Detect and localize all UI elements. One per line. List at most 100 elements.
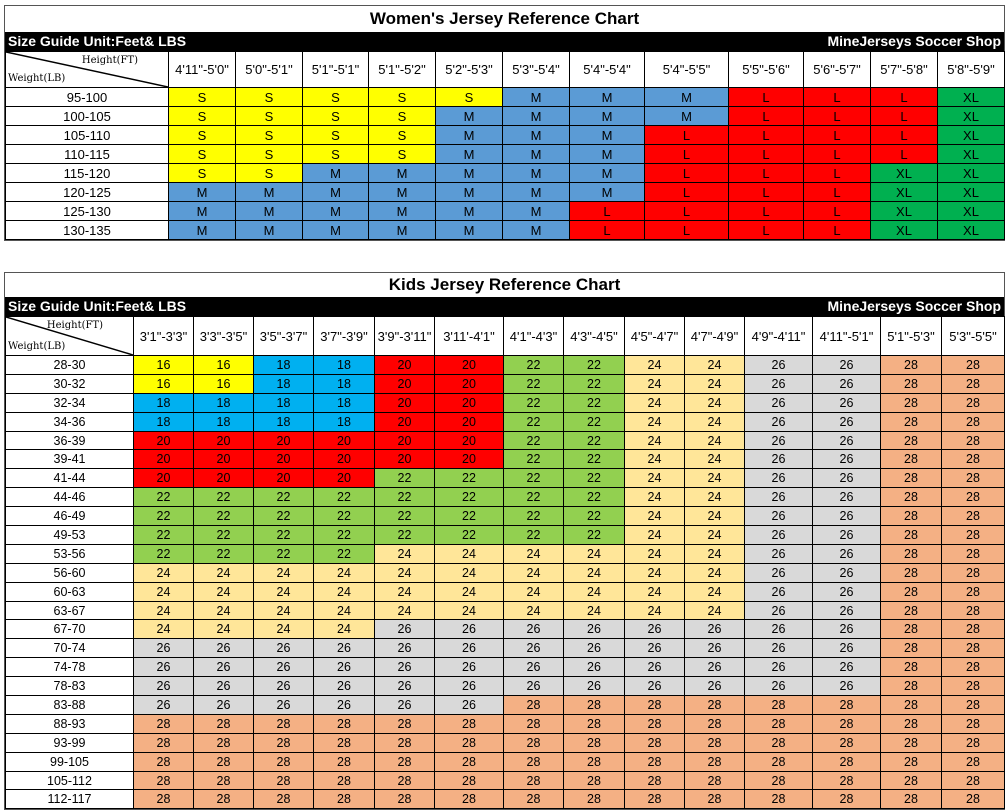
size-cell: L [803, 182, 871, 202]
size-cell: 26 [744, 355, 813, 375]
size-cell: 28 [941, 487, 1005, 508]
size-cell: M [302, 163, 369, 183]
size-cell: 24 [503, 581, 564, 602]
size-cell: 22 [133, 487, 194, 508]
size-cell: L [644, 144, 729, 164]
size-cell: 22 [503, 487, 564, 508]
table-row: 88-93 28 28 28 28 28 28 28 28 28 28 28 28 28 28 [5, 713, 1005, 734]
size-cell: 24 [563, 600, 625, 621]
table-row: 36-39 20 20 20 20 20 20 22 22 24 24 26 26 28 28 [5, 430, 1005, 451]
size-cell: 22 [563, 430, 625, 451]
table-row: 115-120 S S M M M M M L L L XL XL [5, 163, 1005, 183]
table-row: 130-135 M M M M M M L L L L XL XL [5, 220, 1005, 240]
size-cell: 26 [812, 468, 881, 489]
table-row: 28-30 16 16 18 18 20 20 22 22 24 24 26 26 28 28 [5, 355, 1005, 375]
size-cell: 28 [880, 581, 942, 602]
size-cell: M [502, 144, 570, 164]
weight-cell: 70-74 [5, 638, 134, 659]
size-cell: XL [937, 125, 1005, 145]
size-cell: 26 [133, 638, 194, 659]
size-cell: 28 [624, 732, 685, 753]
table-row: 46-49 22 22 22 22 22 22 22 22 24 24 26 26 28 28 [5, 506, 1005, 527]
weight-cell: 78-83 [5, 676, 134, 697]
size-cell: 24 [684, 411, 745, 432]
size-cell: 22 [253, 487, 314, 508]
size-cell: L [728, 182, 804, 202]
size-cell: 20 [374, 430, 435, 451]
size-cell: 26 [434, 619, 504, 640]
size-cell: 22 [503, 411, 564, 432]
size-cell: M [569, 125, 645, 145]
size-cell: S [235, 144, 303, 164]
height-column-header: 4'1"-4'3" [503, 316, 564, 356]
size-cell: 24 [563, 562, 625, 583]
size-cell: 28 [313, 770, 375, 791]
table-row: 78-83 26 26 26 26 26 26 26 26 26 26 26 26 28 28 [5, 676, 1005, 697]
size-cell: 18 [133, 411, 194, 432]
size-cell: M [302, 182, 369, 202]
size-cell: 28 [880, 468, 942, 489]
size-cell: 24 [563, 581, 625, 602]
size-cell: 28 [941, 751, 1005, 772]
table-row: 41-44 20 20 20 20 22 22 22 22 24 24 26 26 28 28 [5, 468, 1005, 489]
size-cell: M [368, 163, 436, 183]
size-cell: 28 [563, 713, 625, 734]
size-cell: 28 [941, 506, 1005, 527]
size-cell: 28 [941, 581, 1005, 602]
size-cell: 24 [434, 562, 504, 583]
size-cell: 24 [374, 581, 435, 602]
size-cell: 22 [434, 487, 504, 508]
size-cell: 28 [624, 789, 685, 810]
size-cell: 24 [624, 581, 685, 602]
size-cell: 26 [133, 676, 194, 697]
size-cell: 26 [374, 695, 435, 715]
size-cell: 26 [624, 638, 685, 659]
size-cell: 26 [624, 676, 685, 697]
size-cell: 28 [941, 657, 1005, 678]
size-cell: M [569, 87, 645, 107]
size-cell: 24 [253, 600, 314, 621]
size-cell: 22 [503, 525, 564, 545]
size-cell: 22 [374, 525, 435, 545]
size-cell: 22 [313, 525, 375, 545]
size-cell: 20 [374, 449, 435, 470]
size-cell: 22 [313, 506, 375, 527]
size-cell: S [368, 125, 436, 145]
weight-cell: 112-117 [5, 789, 134, 810]
weight-cell: 34-36 [5, 411, 134, 432]
size-cell: 20 [374, 373, 435, 394]
chart-title: Kids Jersey Reference Chart [5, 273, 1004, 297]
height-column-header: 5'0"-5'1" [235, 51, 303, 88]
height-column-header: 4'3"-4'5" [563, 316, 625, 356]
size-cell: 22 [563, 525, 625, 545]
size-cell: 28 [744, 770, 813, 791]
kids-size-chart: Kids Jersey Reference Chart Size Guide U… [4, 272, 1005, 810]
height-column-header: 5'4"-5'4" [569, 51, 645, 88]
size-cell: 22 [503, 355, 564, 375]
size-cell: S [235, 163, 303, 183]
size-cell: 28 [941, 676, 1005, 697]
size-cell: 28 [133, 732, 194, 753]
size-cell: 20 [253, 468, 314, 489]
womens-size-chart: Women's Jersey Reference Chart Size Guid… [4, 5, 1005, 241]
weight-cell: 83-88 [5, 695, 134, 715]
size-cell: L [803, 163, 871, 183]
size-cell: 24 [684, 506, 745, 527]
size-cell: L [870, 106, 938, 126]
size-cell: S [302, 87, 369, 107]
size-cell: M [502, 182, 570, 202]
size-cell: 26 [744, 468, 813, 489]
size-cell: 24 [133, 619, 194, 640]
weight-cell: 120-125 [5, 182, 169, 202]
size-cell: 26 [812, 373, 881, 394]
size-table: Height(FT) Weight(LB) 4'11"-5'0" 5'0"-5'1" 5… [5, 51, 1005, 240]
size-cell: 26 [812, 581, 881, 602]
size-cell: 28 [744, 751, 813, 772]
size-cell: 26 [812, 355, 881, 375]
table-row: 67-70 24 24 24 24 26 26 26 26 26 26 26 26 28 28 [5, 619, 1005, 640]
size-cell: L [870, 87, 938, 107]
size-cell: 16 [133, 355, 194, 375]
size-cell: 16 [133, 373, 194, 394]
size-cell: 26 [434, 638, 504, 659]
size-cell: 26 [253, 695, 314, 715]
